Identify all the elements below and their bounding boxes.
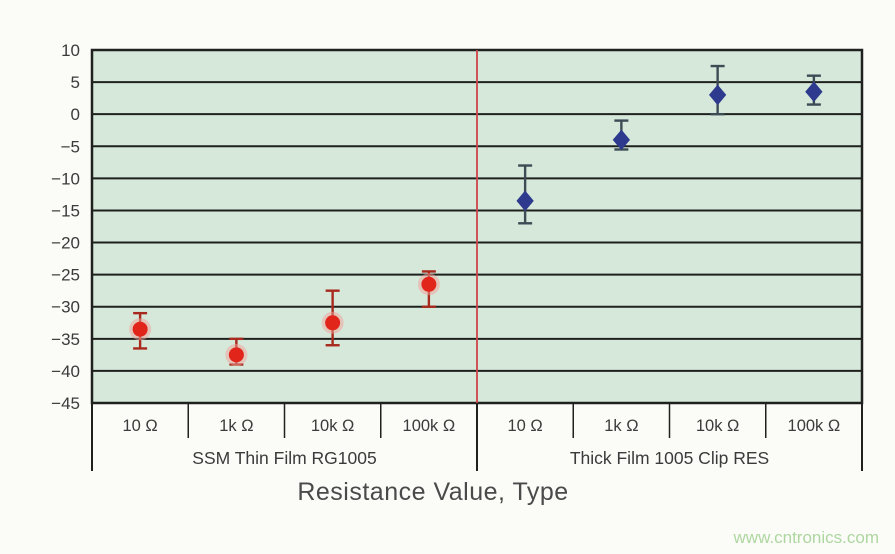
y-tick-label: −5 [61,137,80,156]
y-tick-label: −45 [51,394,80,413]
data-point-diamond [612,129,631,151]
group-label: Thick Film 1005 Clip RES [570,448,769,468]
x-tick-label: 10 Ω [122,417,157,435]
x-axis-title: Resistance Value, Type [297,478,569,506]
data-point-diamond [805,81,823,102]
x-tick-label: 10k Ω [311,417,355,435]
y-tick-label: 0 [71,105,80,124]
y-tick-label: −40 [51,362,80,381]
x-tick-label: 1k Ω [219,417,253,435]
x-tick-label: 100k Ω [788,417,841,435]
y-tick-label: −10 [51,169,80,188]
x-tick-label: 10k Ω [696,417,740,435]
y-tick-label: 5 [71,73,80,92]
x-tick-label: 1k Ω [604,417,638,435]
data-point-circle [421,276,437,292]
data-point-circle [132,321,148,337]
y-tick-label: −15 [51,201,80,220]
x-tick-label: 10 Ω [507,417,542,435]
y-tick-label: −30 [51,298,80,317]
y-tick-label: −20 [51,234,80,253]
data-point-circle [228,347,244,363]
y-tick-label: −35 [51,330,80,349]
y-tick-label: −25 [51,266,80,285]
x-tick-label: 100k Ω [403,417,456,435]
group-label: SSM Thin Film RG1005 [192,448,376,468]
data-point-diamond [708,84,727,106]
y-tick-label: 10 [61,41,80,60]
data-point-diamond [516,190,534,212]
watermark: www.cntronics.com [733,528,879,547]
data-point-circle [325,315,341,331]
